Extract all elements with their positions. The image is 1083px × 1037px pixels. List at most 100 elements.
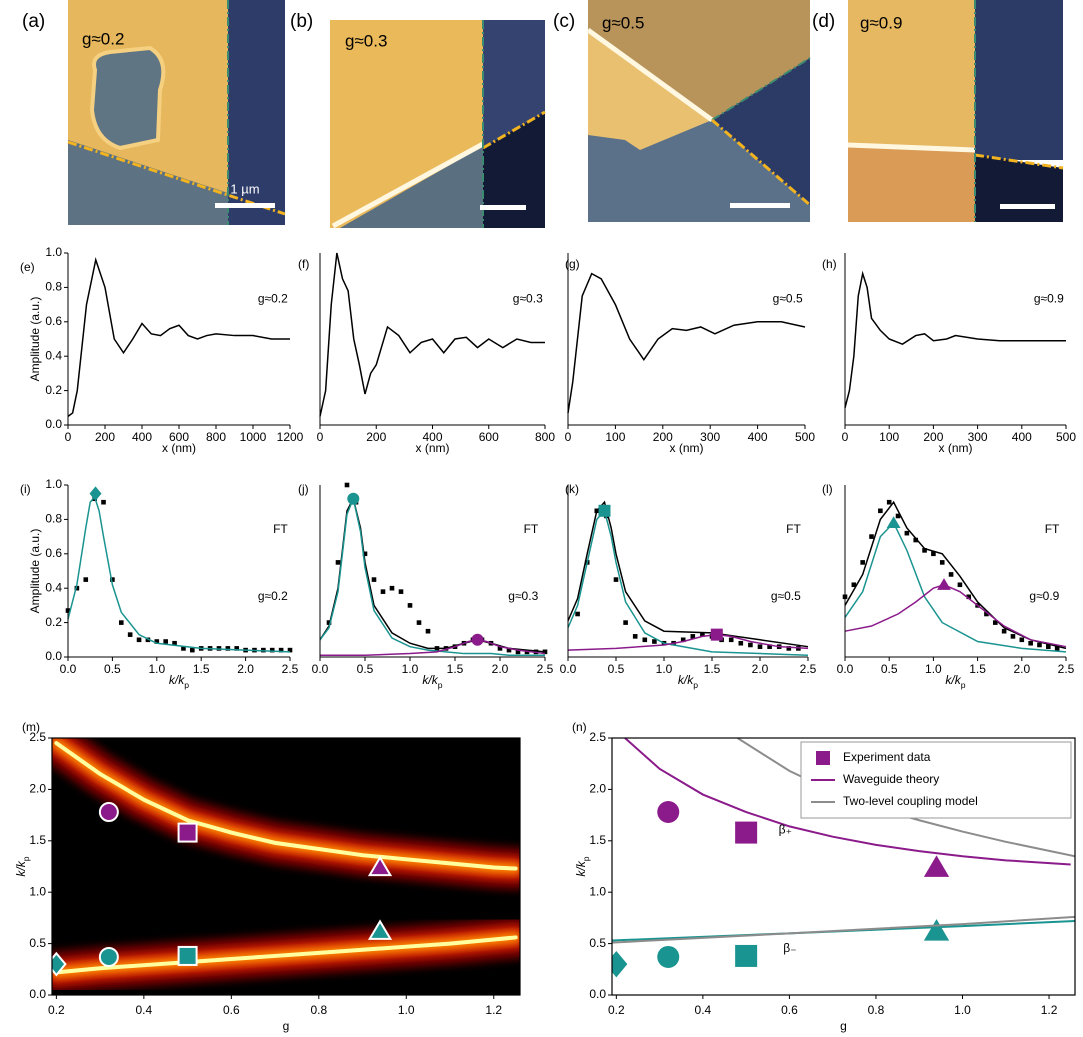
marker-circle bbox=[472, 634, 484, 646]
marker-square bbox=[905, 531, 910, 536]
image-panel-a: 1 µm g≈0.2 bbox=[68, 0, 285, 225]
x-tick-label: 100 bbox=[605, 430, 625, 444]
y-tick-label: 0.6 bbox=[45, 546, 62, 560]
marker-triangle bbox=[924, 919, 949, 940]
marker-square bbox=[735, 822, 757, 844]
y-tick-label: 1.0 bbox=[45, 477, 62, 491]
image-annotation: g≈0.3 bbox=[345, 31, 387, 50]
x-tick-label: 500 bbox=[1056, 430, 1076, 444]
x-tick-label: 200 bbox=[95, 430, 115, 444]
image-annotation: g≈0.5 bbox=[602, 13, 644, 32]
curve bbox=[612, 917, 1075, 943]
image-annotation: g≈0.2 bbox=[82, 29, 124, 48]
x-tick-label: 0 bbox=[842, 430, 849, 444]
x-tick-label: 0.2 bbox=[48, 1003, 65, 1017]
marker-square bbox=[372, 577, 377, 582]
curve bbox=[320, 499, 545, 656]
marker-square bbox=[163, 639, 168, 644]
x-axis-label: x (nm) bbox=[670, 441, 704, 455]
label-main: k/k bbox=[422, 673, 438, 687]
gold-region bbox=[848, 147, 975, 222]
marker-square bbox=[860, 560, 865, 565]
x-tick-label: 1.0 bbox=[148, 662, 165, 676]
curve bbox=[568, 511, 808, 655]
x-axis-label: g bbox=[840, 1019, 847, 1033]
label-main: k/k bbox=[169, 673, 185, 687]
marker-square bbox=[949, 572, 954, 577]
x-tick-label: 800 bbox=[535, 430, 555, 444]
x-tick-label: 0.6 bbox=[781, 1003, 798, 1017]
x-tick-label: 0.5 bbox=[608, 662, 625, 676]
y-tick-label: 0.2 bbox=[45, 615, 62, 629]
panel-label: (n) bbox=[572, 720, 587, 734]
x-tick-label: 0.4 bbox=[136, 1003, 153, 1017]
x-tick-label: 2.5 bbox=[282, 662, 299, 676]
marker-square bbox=[190, 648, 195, 653]
marker-square bbox=[614, 577, 619, 582]
label-main: k/k bbox=[574, 860, 588, 876]
label-subscript: p bbox=[21, 856, 31, 861]
marker-square bbox=[652, 639, 657, 644]
page: Figure {"images": [ {"label": "(a)", "an… bbox=[0, 0, 1083, 1037]
y-tick-label: 1.5 bbox=[29, 833, 46, 847]
scale-bar bbox=[480, 205, 526, 210]
curve bbox=[68, 497, 290, 652]
marker-square bbox=[119, 620, 124, 625]
x-tick-label: 0.2 bbox=[608, 1003, 625, 1017]
x-tick-label: 100 bbox=[879, 430, 899, 444]
x-tick-label: 1.5 bbox=[193, 662, 210, 676]
curve bbox=[845, 523, 1066, 652]
panel-label: (g) bbox=[565, 257, 580, 271]
x-tick-label: 0.5 bbox=[104, 662, 121, 676]
annotation: g≈0.3 bbox=[508, 589, 538, 603]
x-tick-label: 0.5 bbox=[357, 662, 374, 676]
marker-square bbox=[1028, 641, 1033, 646]
x-tick-label: 0 bbox=[65, 430, 72, 444]
x-tick-label: 1.0 bbox=[656, 662, 673, 676]
marker-square bbox=[390, 586, 395, 591]
curve bbox=[320, 499, 545, 652]
annotation: g≈0.9 bbox=[1029, 589, 1059, 603]
x-tick-label: 400 bbox=[132, 430, 152, 444]
marker-square bbox=[179, 947, 197, 965]
y-axis-label: Amplitude (a.u.) bbox=[28, 529, 42, 614]
marker-square bbox=[1037, 643, 1042, 648]
x-tick-label: 0.8 bbox=[310, 1003, 327, 1017]
marker-square bbox=[758, 644, 763, 649]
marker-square bbox=[940, 560, 945, 565]
plot-area bbox=[47, 738, 520, 995]
marker-square bbox=[179, 824, 197, 842]
marker-circle bbox=[100, 948, 118, 966]
label-subscript: p bbox=[581, 856, 591, 861]
x-tick-label: 0.5 bbox=[881, 662, 898, 676]
marker-square bbox=[408, 603, 413, 608]
annotation: g≈0.5 bbox=[771, 589, 801, 603]
figure: 1 µm g≈0.2 (a) g≈0.3 (b) g≈0.5 (c) bbox=[0, 0, 1083, 1037]
x-tick-label: 1.0 bbox=[925, 662, 942, 676]
annotation: g≈0.5 bbox=[773, 292, 803, 306]
curve bbox=[845, 502, 1066, 648]
marker-diamond bbox=[90, 486, 102, 500]
panel-label: (l) bbox=[822, 482, 833, 496]
x-tick-label: 1.0 bbox=[954, 1003, 971, 1017]
x-axis-label: k/kp bbox=[169, 673, 189, 690]
x-tick-label: 2.5 bbox=[800, 662, 817, 676]
marker-square bbox=[1011, 634, 1016, 639]
x-tick-label: 1200 bbox=[277, 430, 304, 444]
x-tick-label: 1.5 bbox=[447, 662, 464, 676]
x-tick-label: 1.5 bbox=[704, 662, 721, 676]
y-tick-label: 2.0 bbox=[589, 782, 606, 796]
panel-label: (k) bbox=[565, 482, 579, 496]
label-main: k/k bbox=[14, 860, 28, 876]
y-tick-label: 0.4 bbox=[45, 348, 62, 362]
marker-triangle bbox=[937, 578, 951, 590]
x-tick-label: 0.6 bbox=[223, 1003, 240, 1017]
curve bbox=[320, 253, 545, 416]
marker-circle bbox=[657, 801, 679, 823]
x-axis-label: g bbox=[283, 1019, 290, 1033]
x-axis-label: x (nm) bbox=[939, 441, 973, 455]
panel-label: (m) bbox=[22, 720, 40, 734]
marker-square bbox=[417, 620, 422, 625]
y-tick-label: 0.0 bbox=[589, 987, 606, 1001]
marker-square bbox=[128, 632, 133, 637]
